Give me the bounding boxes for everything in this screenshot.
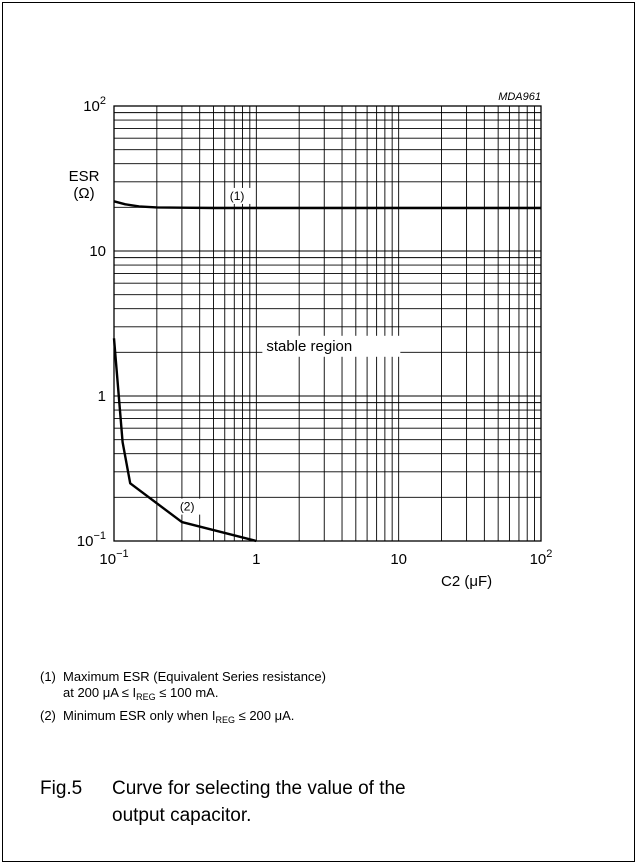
y-axis-unit: (Ω) [73,185,94,202]
x-axis-label: C2 (μF) [441,573,492,590]
note-2-text: Minimum ESR only when IREG ≤ 200 μA. [63,708,295,725]
x-tick-label: 102 [530,548,553,568]
note-2: (2) Minimum ESR only when IREG ≤ 200 μA. [40,708,326,725]
note-1-number: (1) [40,669,56,684]
x-tick-label: 1 [252,551,260,568]
y-tick-label: 1 [98,388,106,405]
caption-text: Curve for selecting the value of the out… [112,778,406,826]
figure-id: MDA961 [498,91,541,103]
series-1-label: (1) [230,189,245,203]
figure-caption: Fig.5 Curve for selecting the value of t… [40,775,406,826]
note-1-line-2: at 200 μA ≤ IREG ≤ 100 mA. [63,685,219,702]
series-1-curve [113,200,541,210]
plot-border [113,105,542,542]
x-tick-label: 10 [390,551,407,568]
series-2-label: (2) [180,500,195,514]
y-tick-label: 10−1 [77,530,106,550]
caption-number: Fig.5 [40,778,83,799]
note-1-line-1: Maximum ESR (Equivalent Series resistanc… [63,669,326,684]
series-1-label-bg [226,187,251,204]
esr-chart: stable region (1) (2) 10−1 1 10 102 10−1 1 10 102 E… [69,91,553,590]
y-tick-label: 10 [89,243,106,260]
series-2-curve [112,338,257,543]
series-2-label-bg [176,498,201,515]
region-label-bg [262,335,401,357]
x-tick-label: 10−1 [99,548,128,568]
note-1: (1) Maximum ESR (Equivalent Series resis… [40,669,326,702]
notes: (1) Maximum ESR (Equivalent Series resis… [40,669,326,731]
y-tick-label: 102 [83,95,106,115]
region-label: stable region [266,338,352,355]
note-2-number: (2) [40,708,56,723]
y-axis-label: ESR [69,168,100,185]
